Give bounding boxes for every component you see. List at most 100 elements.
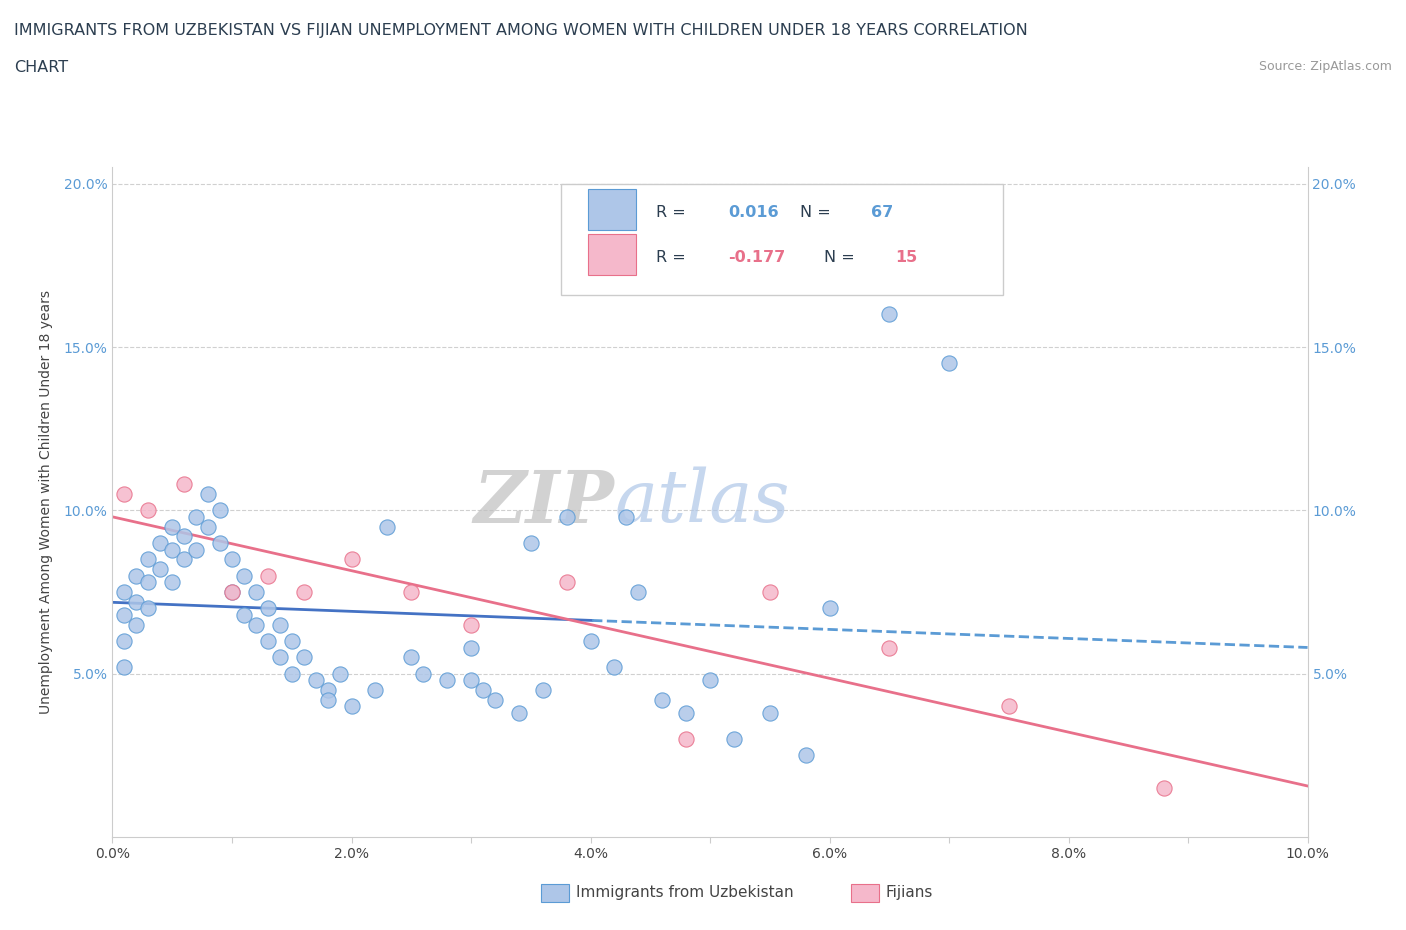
- Point: [138, 575, 160, 590]
- Point: [401, 650, 423, 665]
- Text: -0.177: -0.177: [728, 250, 785, 265]
- Point: [114, 486, 135, 501]
- Point: [401, 585, 423, 600]
- Point: [328, 666, 352, 681]
- Point: [877, 307, 901, 322]
- Point: [377, 519, 399, 534]
- Point: [603, 659, 626, 674]
- Point: [877, 640, 901, 655]
- Text: N =: N =: [824, 250, 859, 265]
- Point: [208, 503, 231, 518]
- Point: [232, 568, 256, 583]
- Point: [675, 706, 697, 721]
- Point: [125, 568, 148, 583]
- Point: [232, 607, 256, 622]
- Point: [138, 601, 160, 616]
- Point: [245, 618, 267, 632]
- Text: N =: N =: [800, 206, 835, 220]
- FancyBboxPatch shape: [561, 184, 1002, 295]
- Point: [555, 510, 578, 525]
- Point: [173, 477, 195, 492]
- Point: [364, 683, 387, 698]
- Point: [125, 618, 148, 632]
- Point: [149, 562, 172, 577]
- Point: [508, 706, 530, 721]
- Point: [186, 542, 208, 557]
- Text: R =: R =: [657, 206, 692, 220]
- Text: Fijians: Fijians: [886, 885, 934, 900]
- Point: [484, 692, 506, 707]
- Text: ZIP: ZIP: [474, 467, 614, 538]
- Point: [197, 486, 219, 501]
- Point: [281, 633, 304, 648]
- Y-axis label: Unemployment Among Women with Children Under 18 years: Unemployment Among Women with Children U…: [38, 290, 52, 714]
- Point: [651, 692, 673, 707]
- Text: CHART: CHART: [14, 60, 67, 75]
- Point: [245, 585, 267, 600]
- Text: R =: R =: [657, 250, 692, 265]
- Text: atlas: atlas: [614, 467, 790, 538]
- Point: [520, 536, 543, 551]
- Point: [114, 659, 135, 674]
- FancyBboxPatch shape: [588, 190, 636, 230]
- Point: [340, 699, 363, 714]
- Point: [436, 672, 458, 687]
- Text: 0.016: 0.016: [728, 206, 779, 220]
- Text: Source: ZipAtlas.com: Source: ZipAtlas.com: [1258, 60, 1392, 73]
- Point: [938, 356, 960, 371]
- Point: [197, 519, 219, 534]
- Point: [114, 585, 135, 600]
- Point: [221, 585, 243, 600]
- Point: [162, 519, 183, 534]
- Point: [281, 666, 304, 681]
- Point: [531, 683, 554, 698]
- Point: [221, 585, 243, 600]
- Point: [149, 536, 172, 551]
- Point: [292, 585, 315, 600]
- Point: [614, 510, 637, 525]
- Point: [173, 529, 195, 544]
- FancyBboxPatch shape: [588, 234, 636, 274]
- Point: [699, 672, 721, 687]
- Point: [138, 551, 160, 566]
- Point: [316, 692, 339, 707]
- Point: [759, 585, 782, 600]
- Point: [114, 607, 135, 622]
- Point: [304, 672, 326, 687]
- Point: [723, 732, 745, 747]
- Point: [555, 575, 578, 590]
- Point: [675, 732, 697, 747]
- Point: [114, 633, 135, 648]
- Text: 15: 15: [896, 250, 918, 265]
- Text: Immigrants from Uzbekistan: Immigrants from Uzbekistan: [576, 885, 794, 900]
- Point: [472, 683, 495, 698]
- Text: 67: 67: [872, 206, 894, 220]
- Point: [138, 503, 160, 518]
- Text: IMMIGRANTS FROM UZBEKISTAN VS FIJIAN UNEMPLOYMENT AMONG WOMEN WITH CHILDREN UNDE: IMMIGRANTS FROM UZBEKISTAN VS FIJIAN UNE…: [14, 23, 1028, 38]
- Point: [292, 650, 315, 665]
- Point: [460, 618, 482, 632]
- Point: [412, 666, 434, 681]
- Point: [269, 618, 291, 632]
- Point: [316, 683, 339, 698]
- Point: [1153, 780, 1175, 795]
- Point: [221, 551, 243, 566]
- Point: [818, 601, 841, 616]
- Point: [125, 594, 148, 609]
- Point: [759, 706, 782, 721]
- Point: [794, 748, 817, 763]
- Point: [579, 633, 602, 648]
- Point: [257, 633, 280, 648]
- Point: [998, 699, 1021, 714]
- Point: [257, 568, 280, 583]
- Point: [186, 510, 208, 525]
- Point: [460, 640, 482, 655]
- Point: [627, 585, 650, 600]
- Point: [162, 575, 183, 590]
- Point: [162, 542, 183, 557]
- Point: [340, 551, 363, 566]
- Point: [208, 536, 231, 551]
- Point: [173, 551, 195, 566]
- Point: [460, 672, 482, 687]
- Point: [257, 601, 280, 616]
